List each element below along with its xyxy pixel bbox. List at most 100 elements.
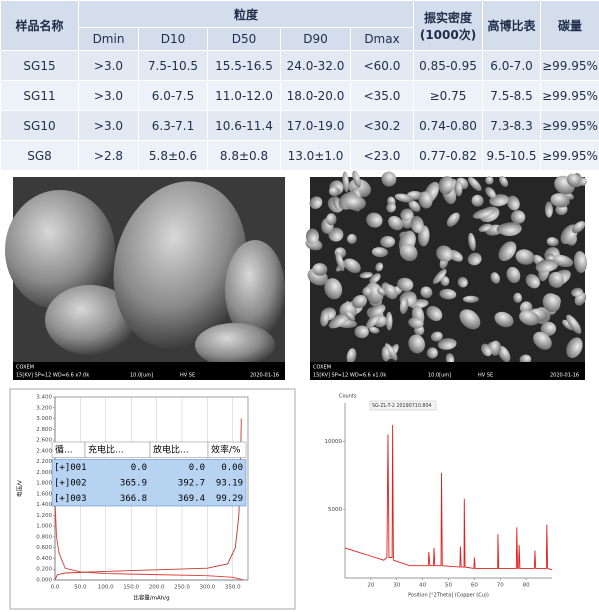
table-cell: SG10 xyxy=(0,110,79,141)
y-tick-label: 0.800 xyxy=(36,534,52,540)
particle xyxy=(571,287,584,297)
sem-scale: 10.0[um] xyxy=(130,373,153,379)
y-tick-label: 5000 xyxy=(328,507,342,513)
sem-mode: HV SE xyxy=(180,373,195,379)
particle xyxy=(408,317,424,329)
legend-label: SG-ZL-T-2 20190710.804 xyxy=(372,403,432,409)
particle xyxy=(342,171,349,193)
sem-info-bar xyxy=(13,362,285,380)
sem-params: 15[KV] SP=12 WD=6.6 x7.0k xyxy=(16,373,89,379)
table-cell: 11.0-12.0 xyxy=(207,80,281,111)
table-cell: 7.5-10.5 xyxy=(138,50,208,81)
table-header-text: 循... xyxy=(55,443,73,455)
particle xyxy=(540,321,557,336)
particle xyxy=(410,215,424,233)
particle xyxy=(320,310,330,327)
y-tick-label: 2.000 xyxy=(36,470,52,476)
particle xyxy=(439,288,457,300)
particle xyxy=(369,273,381,284)
x-tick-label: 30 xyxy=(393,583,400,589)
table-cell: <30.2 xyxy=(349,110,415,141)
particle xyxy=(113,181,247,349)
table-cell: <23.0 xyxy=(349,140,415,171)
table-cell: 0.77-0.82 xyxy=(413,140,484,171)
y-tick-label: 3.200 xyxy=(36,405,52,411)
particle xyxy=(519,354,532,365)
table-cell: 0.85-0.95 xyxy=(413,50,484,81)
table-cell: >3.0 xyxy=(78,80,139,111)
particle xyxy=(420,286,433,299)
sem-params: 15[KV] SP=12 WD=6.6 x1.0k xyxy=(313,373,386,379)
particle xyxy=(426,305,443,321)
y-tick-label: 1.400 xyxy=(36,502,52,508)
particle xyxy=(354,325,369,339)
y-tick-label: 1.600 xyxy=(36,491,52,497)
sem-info-bar xyxy=(310,362,585,380)
y-tick-label: 1.000 xyxy=(36,524,52,530)
table-cell-text: 366.8 xyxy=(120,494,147,504)
table-row: SG10 >3.0 6.3-7.1 10.6-11.4 17.0-19.0 <30.2 0.… xyxy=(0,110,599,141)
y-tick-label: 3.400 xyxy=(36,395,52,401)
particle xyxy=(445,353,455,365)
header-cell: Dmax xyxy=(349,27,415,51)
particle xyxy=(548,271,564,288)
particle xyxy=(440,276,450,286)
particle xyxy=(195,323,275,367)
particle xyxy=(432,269,447,284)
table-cell-text: 0.00 xyxy=(221,463,243,473)
particle xyxy=(457,276,468,288)
table-cell: ≥99.95% xyxy=(540,80,599,111)
particle xyxy=(481,343,492,357)
x-tick-label: 100.0 xyxy=(98,585,114,591)
sem-scale: 10.0[um] xyxy=(428,373,451,379)
sem-date: 2020-01-16 xyxy=(550,373,579,379)
sem-brand: COXEM xyxy=(16,365,34,371)
particle xyxy=(551,254,574,268)
particle xyxy=(386,202,396,213)
particle xyxy=(309,196,323,209)
y-axis-label: Counts xyxy=(339,394,357,400)
y-tick-label: 0.600 xyxy=(36,545,52,551)
table-cell-text: 99.29 xyxy=(216,494,243,504)
particle xyxy=(468,177,482,192)
particle xyxy=(496,222,521,235)
y-axis-label: 电压/V xyxy=(16,480,24,497)
x-axis-label: Position [°2Theta] (Copper (Cu)) xyxy=(408,593,489,599)
particle xyxy=(399,297,409,314)
x-tick-label: 40 xyxy=(419,583,426,589)
table-cell: >3.0 xyxy=(78,50,139,81)
table-header-text: 放电比... xyxy=(153,443,189,455)
y-tick-label: 0.200 xyxy=(36,567,52,573)
particle xyxy=(418,191,433,209)
particle xyxy=(489,340,501,356)
particle xyxy=(394,193,414,203)
table-cell-text: 93.19 xyxy=(216,478,243,488)
particle xyxy=(550,193,570,208)
x-tick-label: 150.0 xyxy=(123,585,139,591)
table-cell-text: 392.7 xyxy=(178,478,205,488)
table-row: SG15 >3.0 7.5-10.5 15.5-16.5 24.0-32.0 <60.0 0… xyxy=(0,50,599,81)
particle xyxy=(468,232,476,251)
table-cell: 9.5-10.5 xyxy=(482,140,542,171)
particle xyxy=(344,196,366,211)
particle xyxy=(498,241,517,262)
sem-mode: HV SE xyxy=(478,373,493,379)
particle xyxy=(328,227,344,242)
particle xyxy=(381,171,397,187)
table-row: SG11 >3.0 6.0-7.5 11.0-12.0 18.0-20.0 <35.0 ≥0… xyxy=(0,80,599,111)
table-highlight xyxy=(51,459,247,507)
particle xyxy=(359,271,373,279)
particle xyxy=(397,277,414,292)
table-cell: 10.6-11.4 xyxy=(207,110,281,141)
particle xyxy=(566,173,581,188)
x-tick-label: 250.0 xyxy=(174,585,190,591)
table-cell: 17.0-19.0 xyxy=(280,110,351,141)
particle xyxy=(535,259,557,273)
particle xyxy=(388,216,404,231)
particle xyxy=(430,331,443,342)
table-header-text: 效率/% xyxy=(211,443,241,455)
particle xyxy=(384,343,398,361)
table-row: SG8 >2.8 5.8±0.6 8.8±0.8 13.0±1.0 <23.0 0.77-0… xyxy=(0,140,599,171)
